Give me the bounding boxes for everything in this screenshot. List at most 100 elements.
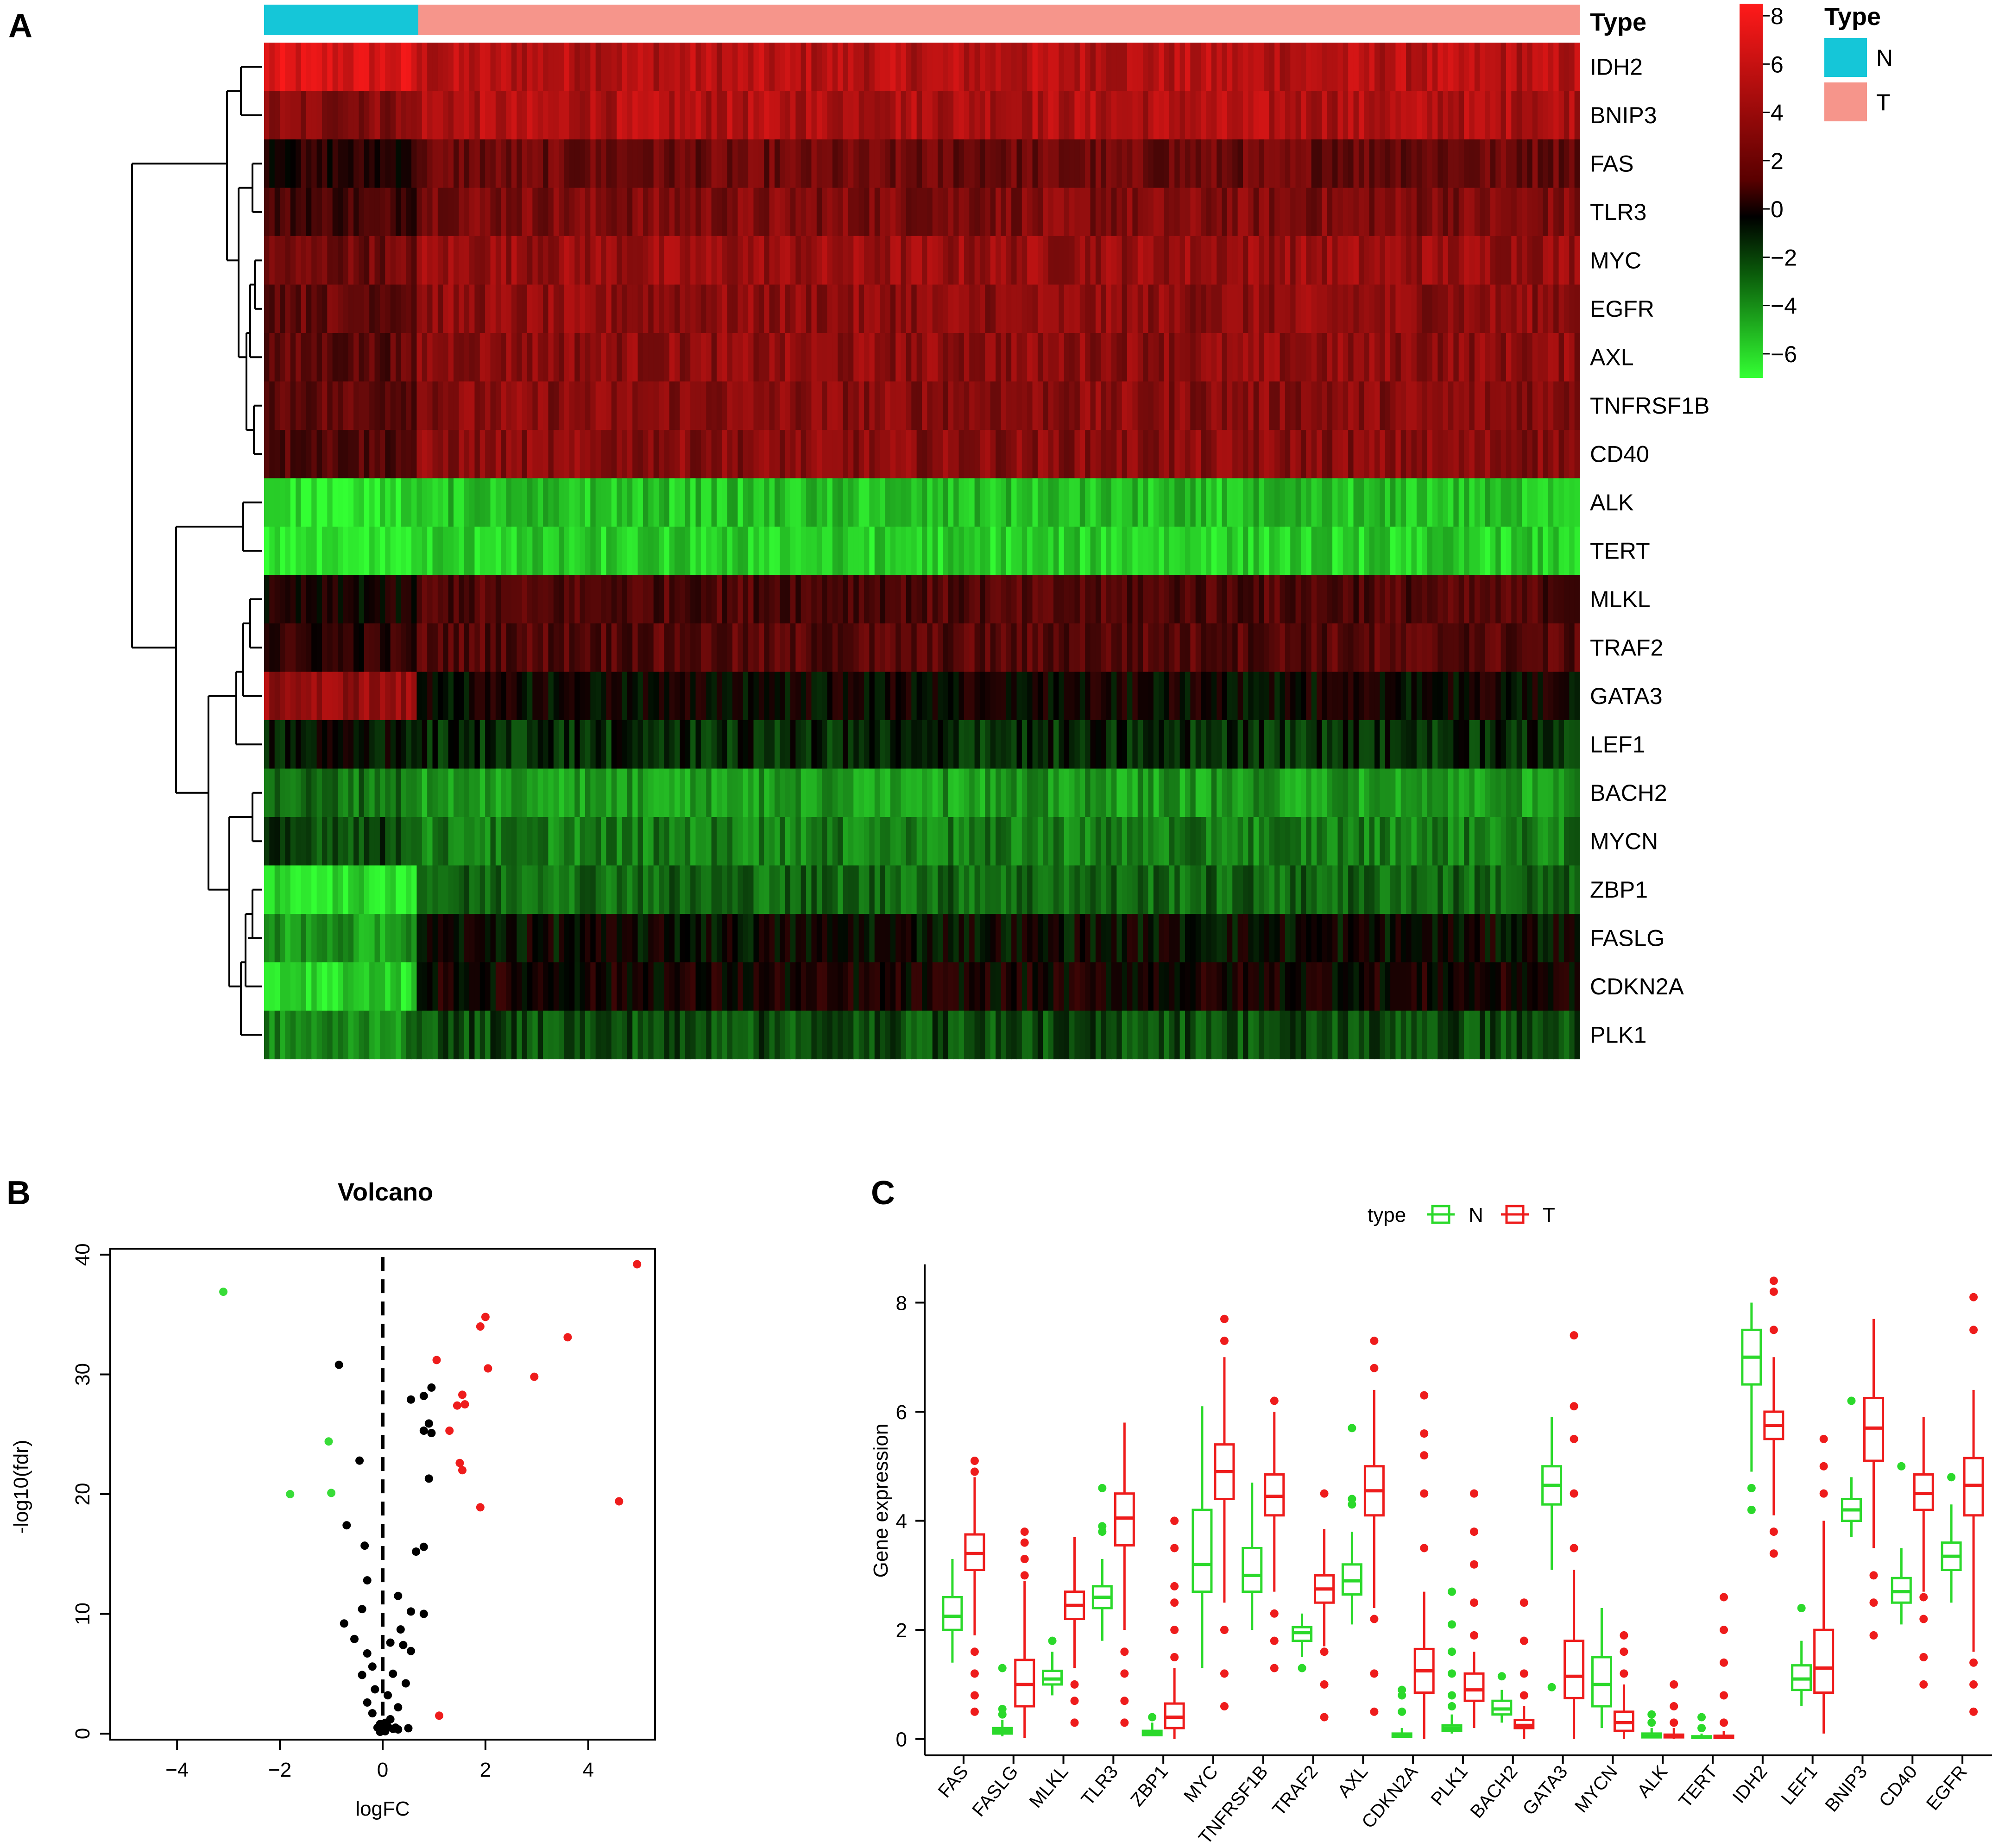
heatmap-cell xyxy=(1006,865,1012,914)
heatmap-cell xyxy=(948,333,954,382)
heatmap-cell xyxy=(595,430,601,479)
heatmap-cell xyxy=(690,236,696,285)
heatmap-cell xyxy=(1085,962,1091,1011)
heatmap-cell xyxy=(1374,333,1380,382)
heatmap-cell xyxy=(853,333,859,382)
heatmap-cell xyxy=(1064,284,1070,333)
heatmap-cell xyxy=(1132,817,1138,866)
heatmap-cell xyxy=(617,672,623,721)
heatmap-cell xyxy=(617,139,623,189)
heatmap-cell xyxy=(527,236,533,285)
heatmap-cell xyxy=(932,817,938,866)
heatmap-cell xyxy=(1127,236,1133,285)
heatmap-cell xyxy=(1169,768,1175,817)
heatmap-cell xyxy=(1443,914,1449,963)
heatmap-cell xyxy=(1317,817,1322,866)
heatmap-cell xyxy=(1037,188,1043,237)
heatmap-cell xyxy=(1127,768,1133,817)
heatmap-cell xyxy=(1179,575,1185,624)
heatmap-cell xyxy=(1190,962,1196,1011)
heatmap-cell xyxy=(864,381,870,430)
heatmap-cell xyxy=(422,672,428,721)
heatmap-cell xyxy=(548,43,554,92)
heatmap-cell xyxy=(379,527,385,576)
heatmap-cell xyxy=(322,575,328,624)
heatmap-cell xyxy=(716,236,722,285)
heatmap-cell xyxy=(569,720,575,769)
heatmap-cell xyxy=(1127,188,1133,237)
heatmap-cell xyxy=(637,333,643,382)
heatmap-cell xyxy=(1259,672,1264,721)
heatmap-cell xyxy=(1332,865,1338,914)
heatmap-cell xyxy=(264,139,270,189)
heatmap-cell xyxy=(648,527,654,576)
heatmap-cell xyxy=(1358,672,1364,721)
heatmap-cell xyxy=(1464,865,1470,914)
heatmap-cell xyxy=(1106,865,1112,914)
heatmap-cell xyxy=(979,865,985,914)
heatmap-cell xyxy=(474,914,480,963)
heatmap-cell xyxy=(1153,527,1159,576)
heatmap-cell xyxy=(290,43,296,92)
heatmap-cell xyxy=(611,43,617,92)
heatmap-cell xyxy=(1543,43,1549,92)
heatmap-cell xyxy=(1458,768,1464,817)
heatmap-cell xyxy=(585,527,591,576)
heatmap-cell xyxy=(1269,527,1275,576)
heatmap-cell xyxy=(396,188,401,237)
heatmap-cell xyxy=(290,865,296,914)
heatmap-cell xyxy=(1438,962,1444,1011)
heatmap-cell xyxy=(816,817,822,866)
heatmap-cell xyxy=(948,478,954,527)
heatmap-cell xyxy=(269,527,275,576)
heatmap-cell xyxy=(1111,430,1117,479)
heatmap-cell xyxy=(369,527,375,576)
heatmap-cell xyxy=(1137,865,1143,914)
heatmap-cell xyxy=(969,527,975,576)
heatmap-cell xyxy=(838,768,844,817)
heatmap-cell xyxy=(443,720,449,769)
heatmap-cell xyxy=(479,43,485,92)
heatmap-cell xyxy=(1148,720,1154,769)
heatmap-cell xyxy=(338,91,343,140)
heatmap-cell xyxy=(706,962,712,1011)
heatmap-cell xyxy=(1085,139,1091,189)
heatmap-cell xyxy=(385,720,391,769)
heatmap-cell xyxy=(301,914,307,963)
heatmap-cell xyxy=(1364,575,1370,624)
heatmap-cell xyxy=(332,672,338,721)
heatmap-cell xyxy=(306,914,312,963)
heatmap-cell xyxy=(816,865,822,914)
heatmap-cell xyxy=(1211,575,1217,624)
heatmap-cell xyxy=(390,284,396,333)
heatmap-cell xyxy=(1337,43,1343,92)
heatmap-cell xyxy=(506,962,512,1011)
heatmap-cell xyxy=(785,478,791,527)
heatmap-cell xyxy=(1311,575,1317,624)
heatmap-cell xyxy=(1242,478,1248,527)
heatmap-cell xyxy=(1300,672,1306,721)
heatmap-cell xyxy=(1021,43,1028,92)
heatmap-cell xyxy=(627,478,633,527)
heatmap-cell xyxy=(411,720,417,769)
heatmap-cell xyxy=(1280,672,1286,721)
heatmap-cell xyxy=(690,527,696,576)
heatmap-cell xyxy=(1069,720,1075,769)
heatmap-cell xyxy=(1111,284,1117,333)
heatmap-cell xyxy=(1011,962,1017,1011)
heatmap-cell xyxy=(264,188,270,237)
heatmap-cell xyxy=(780,236,786,285)
heatmap-cell xyxy=(1558,43,1564,92)
heatmap-cell xyxy=(1458,527,1464,576)
heatmap-cell xyxy=(1453,188,1459,237)
heatmap-cell xyxy=(1300,381,1306,430)
heatmap-cell xyxy=(1006,962,1012,1011)
heatmap-cell xyxy=(1380,575,1386,624)
heatmap-cell xyxy=(1274,623,1280,673)
heatmap-cell xyxy=(264,914,270,963)
heatmap-cell xyxy=(1501,430,1507,479)
heatmap-cell xyxy=(1311,139,1317,189)
heatmap-cell xyxy=(411,575,417,624)
heatmap-cell xyxy=(1232,430,1238,479)
heatmap-cell xyxy=(448,817,454,866)
